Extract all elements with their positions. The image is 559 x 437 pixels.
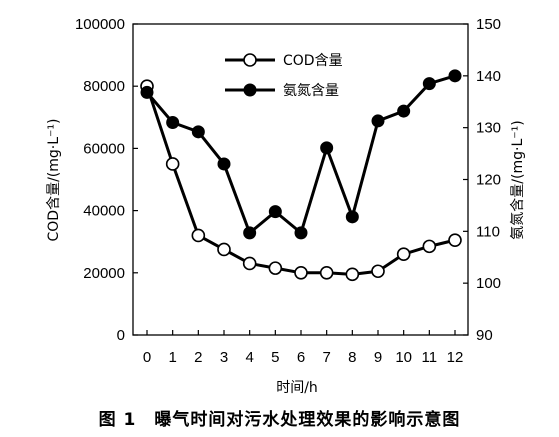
y-left-tick-label: 0 — [117, 327, 125, 344]
series-1-point — [268, 261, 283, 275]
y-right-tick-label: 120 — [476, 172, 501, 189]
y-right-tick-label: 90 — [476, 327, 493, 344]
figure-caption: 图 1 曝气时间对污水处理效果的影响示意图 — [98, 410, 461, 430]
series-2-point — [217, 157, 231, 171]
series-2-point — [268, 205, 282, 219]
series-2-point — [166, 115, 180, 129]
series-1-point — [396, 247, 411, 261]
legend-label-2: 氨氮含量 — [283, 83, 339, 99]
x-tick-label: 3 — [220, 349, 228, 366]
x-tick-label: 9 — [374, 349, 382, 366]
y-axis-title-left: COD含量/(mg·L⁻¹) — [46, 119, 62, 242]
series-line-2 — [145, 74, 456, 235]
x-tick-label: 12 — [447, 349, 464, 366]
x-tick-label: 4 — [245, 349, 253, 366]
y-right-tick-label: 130 — [476, 120, 501, 137]
legend-marker-2 — [243, 83, 257, 97]
y-right-tick-label: 100 — [476, 275, 501, 292]
series-2-point — [448, 69, 462, 83]
series-2-point — [191, 125, 205, 139]
series-1-point — [191, 228, 206, 243]
series-1-point — [217, 242, 231, 257]
y-left-tick-label: 40000 — [83, 203, 125, 220]
y-right-tick-label: 140 — [476, 68, 501, 85]
series-1-point — [422, 239, 437, 254]
y-right-tick-label: 150 — [476, 16, 501, 33]
series-2-point — [397, 104, 411, 118]
series-1-point — [371, 264, 385, 279]
x-tick-label: 8 — [348, 349, 356, 366]
series-1-point — [242, 256, 257, 271]
series-1-point — [165, 157, 180, 171]
y-left-tick-label: 100000 — [75, 16, 125, 33]
x-tick-label: 2 — [194, 349, 202, 366]
series-1-point — [345, 267, 360, 282]
series-1-point — [448, 233, 462, 247]
x-axis-title: 时间/h — [276, 380, 318, 396]
plot-frame — [132, 23, 469, 336]
y-left-tick-label: 20000 — [83, 265, 125, 282]
x-tick-label: 6 — [297, 349, 305, 366]
series-2-point — [320, 141, 334, 155]
x-tick-label: 5 — [271, 349, 279, 366]
x-tick-label: 10 — [395, 349, 412, 366]
series-1-point — [319, 265, 334, 280]
y-left-tick-label: 60000 — [83, 140, 125, 157]
legend-marker-1 — [243, 53, 257, 67]
series-2-point — [422, 77, 436, 91]
y-axis-title-right: 氨氮含量/(mg·L⁻¹) — [510, 120, 526, 239]
x-tick-label: 7 — [322, 349, 330, 366]
x-tick-label: 11 — [422, 349, 438, 366]
series-2-point — [140, 85, 154, 99]
x-tick-label: 0 — [143, 349, 151, 366]
x-tick-label: 1 — [168, 349, 176, 366]
ticks: 0200004000060000800001000009010011012013… — [75, 16, 501, 366]
series — [140, 69, 462, 282]
series-2-point — [243, 226, 257, 240]
series-2-point — [294, 226, 308, 240]
series-1-point — [294, 265, 308, 280]
y-left-tick-label: 80000 — [83, 78, 125, 95]
axes — [132, 23, 469, 336]
legend-label-1: COD含量 — [283, 53, 343, 69]
y-right-tick-label: 110 — [476, 223, 500, 240]
series-2-point — [371, 114, 385, 128]
series-2-point — [345, 210, 359, 224]
chart: 0200004000060000800001000009010011012013… — [46, 16, 526, 396]
